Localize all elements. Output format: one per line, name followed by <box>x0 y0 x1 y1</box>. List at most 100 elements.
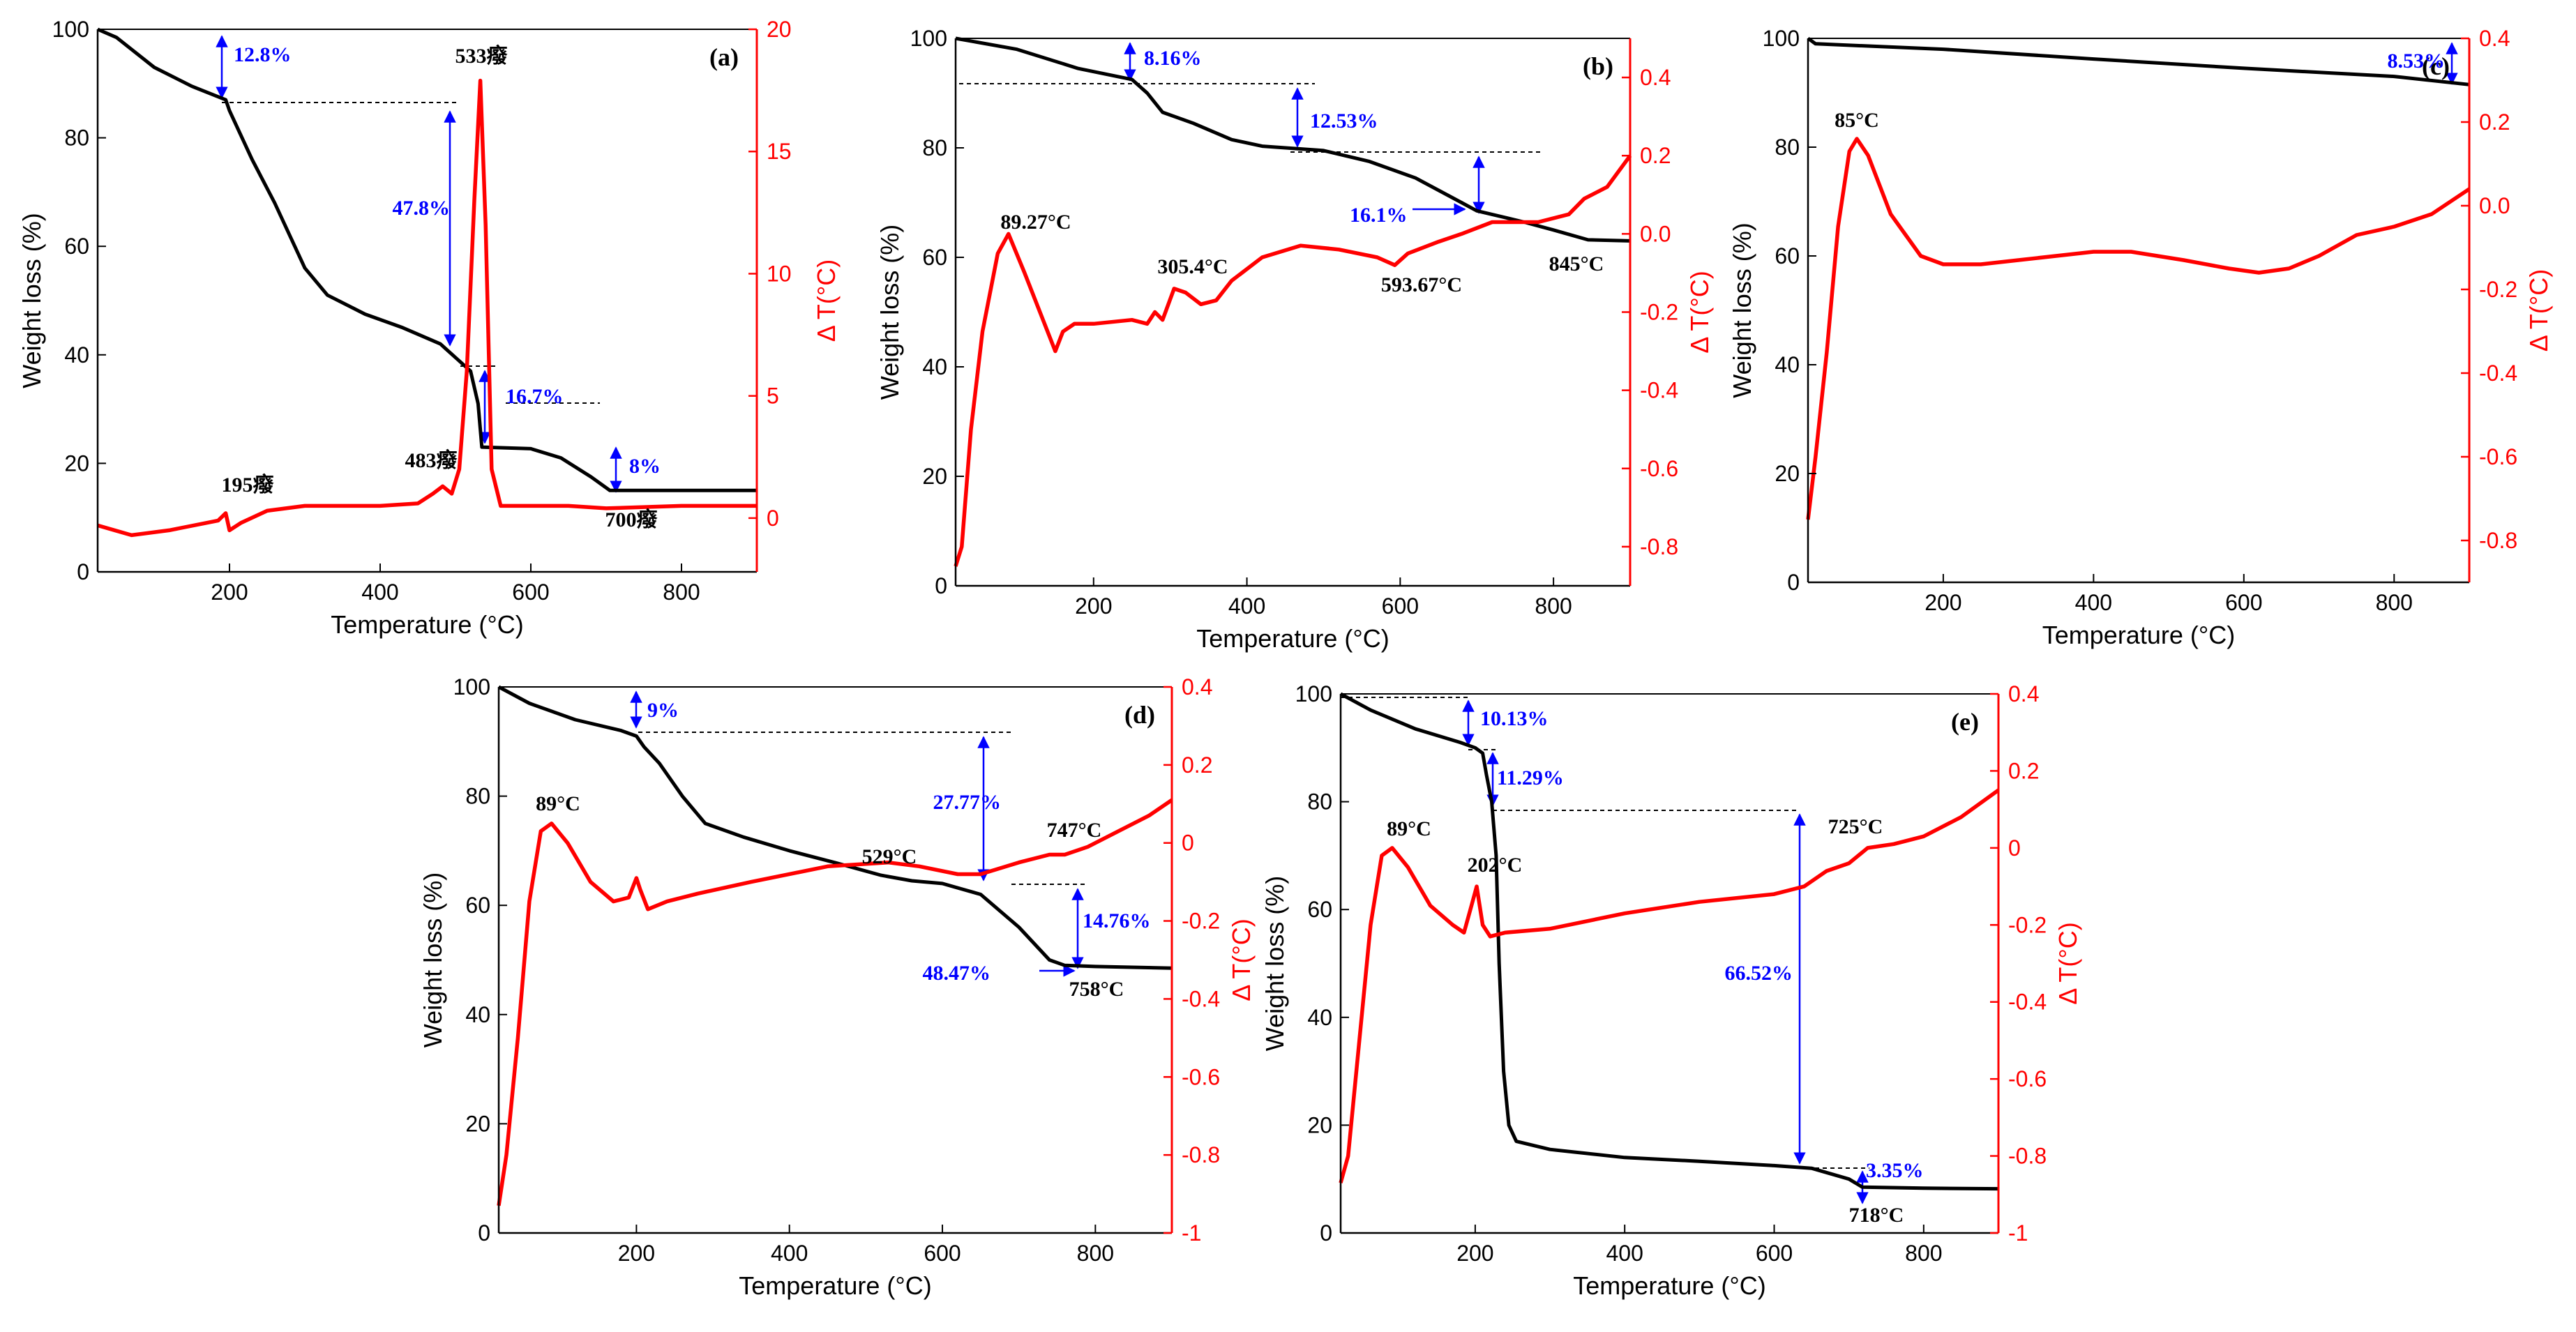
y-left-axis-label: Weight loss (%) <box>1728 222 1756 398</box>
y-left-tick-label: 80 <box>465 784 490 809</box>
x-tick-label: 600 <box>924 1241 961 1266</box>
x-axis-label: Temperature (°C) <box>739 1271 931 1300</box>
y-right-tick-label: -0.2 <box>2479 277 2517 302</box>
x-tick-label: 400 <box>1606 1241 1643 1266</box>
x-tick-label: 600 <box>512 580 549 605</box>
y-right-tick-label: 0.0 <box>1640 221 1671 246</box>
x-tick-label: 200 <box>211 580 248 605</box>
peak-temperature-label: 89°C <box>1387 817 1431 840</box>
peak-temperature-label: 202°C <box>1468 854 1523 877</box>
y-left-tick-label: 100 <box>1295 681 1332 706</box>
tg-curve <box>1807 36 2470 86</box>
y-left-tick-label: 20 <box>1775 461 1800 486</box>
y-right-axis-label: Δ T(°C) <box>1227 918 1256 1001</box>
weight-loss-label: 16.1% <box>1350 204 1408 227</box>
weight-loss-label: 14.76% <box>1083 909 1151 932</box>
y-right-tick-label: 0 <box>2008 835 2021 861</box>
y-left-tick-label: 40 <box>64 342 89 368</box>
panel-label: (b) <box>1583 52 1613 80</box>
y-right-tick-label: -0.2 <box>2008 912 2047 937</box>
tg-curve <box>1339 692 1999 1191</box>
dta-curve <box>1806 137 2471 520</box>
peak-temperature-label: 718°C <box>1849 1204 1904 1227</box>
y-left-tick-label: 0 <box>935 573 947 598</box>
y-right-tick-label: -0.2 <box>1182 909 1220 934</box>
peak-temperature-label: 89.27°C <box>1000 211 1071 234</box>
y-right-tick-label: -0.8 <box>1640 534 1678 559</box>
y-left-tick-label: 40 <box>1307 1005 1332 1030</box>
x-tick-label: 200 <box>618 1241 655 1266</box>
weight-loss-label: 12.53% <box>1310 109 1378 133</box>
x-tick-label: 800 <box>1077 1241 1114 1266</box>
y-right-tick-label: -0.8 <box>2479 528 2517 553</box>
tg-curve <box>97 27 757 492</box>
weight-loss-label: 8.16% <box>1144 47 1202 70</box>
y-left-tick-label: 100 <box>52 17 89 42</box>
y-left-tick-label: 60 <box>1775 243 1800 268</box>
y-right-tick-label: -0.6 <box>2008 1066 2047 1091</box>
y-right-tick-label: -0.8 <box>2008 1144 2047 1169</box>
y-right-tick-label: 15 <box>767 139 792 164</box>
peak-temperature-label: 89°C <box>536 792 580 815</box>
y-left-axis-label: Weight loss (%) <box>17 213 46 388</box>
y-right-tick-label: 0.0 <box>2479 193 2510 218</box>
y-left-tick-label: 60 <box>465 893 490 918</box>
y-right-tick-label: -0.2 <box>1640 300 1678 325</box>
weight-loss-label: 8% <box>629 455 661 478</box>
x-tick-label: 600 <box>1382 593 1419 619</box>
x-tick-label: 400 <box>361 580 398 605</box>
y-right-tick-label: -0.4 <box>1640 378 1678 403</box>
peak-temperature-label: 758°C <box>1069 978 1124 1001</box>
y-right-tick-label: -0.4 <box>2008 990 2047 1015</box>
y-right-tick-label: -0.6 <box>1640 456 1678 481</box>
y-left-tick-label: 20 <box>1307 1112 1332 1137</box>
peak-temperature-label: 725°C <box>1828 815 1883 838</box>
tg-curve <box>497 685 1173 970</box>
panel-label: (e) <box>1951 708 1979 736</box>
y-right-tick-label: 0 <box>767 506 779 531</box>
peak-temperature-label: 533癈 <box>455 44 509 68</box>
peak-temperature-label: 305.4°C <box>1157 255 1228 278</box>
y-right-axis-label: Δ T(°C) <box>2524 269 2553 351</box>
panel-c: 200 400 600 800 0 20 40 60 80 100 -0.8 -0.6 -0.4 -0.2… <box>1728 26 2553 649</box>
x-tick-label: 200 <box>1456 1241 1493 1266</box>
y-right-axis-label: Δ T(°C) <box>812 259 841 342</box>
y-right-tick-label: -0.4 <box>2479 361 2517 386</box>
peak-temperature-label: 195癈 <box>222 473 275 497</box>
y-right-tick-label: 0.4 <box>1182 674 1212 699</box>
y-right-tick-label: 0 <box>1182 831 1194 856</box>
y-left-tick-label: 40 <box>465 1002 490 1027</box>
panel-d: 200 400 600 800 0 20 40 60 80 100 -1 -0.8 -0.6 -0.4 -0… <box>419 674 1256 1300</box>
weight-loss-label: 27.77% <box>933 791 1002 814</box>
y-left-tick-label: 100 <box>453 674 490 699</box>
y-right-tick-label: 0.2 <box>2479 109 2510 135</box>
y-right-tick-label: -0.6 <box>2479 444 2517 469</box>
panel-label: (a) <box>709 43 739 71</box>
x-tick-label: 600 <box>2225 590 2262 615</box>
weight-loss-label: 66.52% <box>1725 962 1793 985</box>
x-tick-label: 800 <box>1535 593 1572 619</box>
y-left-tick-label: 80 <box>1307 789 1332 815</box>
y-right-tick-label: -1 <box>2008 1220 2028 1246</box>
y-left-tick-label: 60 <box>922 245 947 270</box>
y-right-tick-label: -1 <box>1182 1220 1201 1246</box>
weight-loss-label: 11.29% <box>1497 766 1564 789</box>
y-left-tick-label: 100 <box>1763 26 1800 51</box>
weight-loss-label: 10.13% <box>1480 707 1549 730</box>
y-right-tick-label: 0.2 <box>1640 143 1671 168</box>
dta-curve <box>97 78 757 538</box>
y-right-tick-label: 0.4 <box>2008 681 2039 706</box>
y-right-tick-label: 0.4 <box>1640 65 1671 90</box>
y-left-tick-label: 0 <box>77 559 89 584</box>
panel-label: (c) <box>2422 52 2450 80</box>
y-left-tick-label: 0 <box>1787 570 1800 595</box>
y-right-tick-label: -0.4 <box>1182 986 1220 1011</box>
peak-temperature-label: 845°C <box>1549 252 1604 275</box>
dta-curve <box>1339 788 2000 1183</box>
y-left-tick-label: 40 <box>1775 352 1800 377</box>
x-tick-label: 800 <box>1905 1241 1942 1266</box>
y-left-tick-label: 80 <box>1775 135 1800 160</box>
x-tick-label: 200 <box>1925 590 1961 615</box>
y-left-axis-label: Weight loss (%) <box>875 225 904 400</box>
y-right-axis-label: Δ T(°C) <box>2054 922 2082 1004</box>
